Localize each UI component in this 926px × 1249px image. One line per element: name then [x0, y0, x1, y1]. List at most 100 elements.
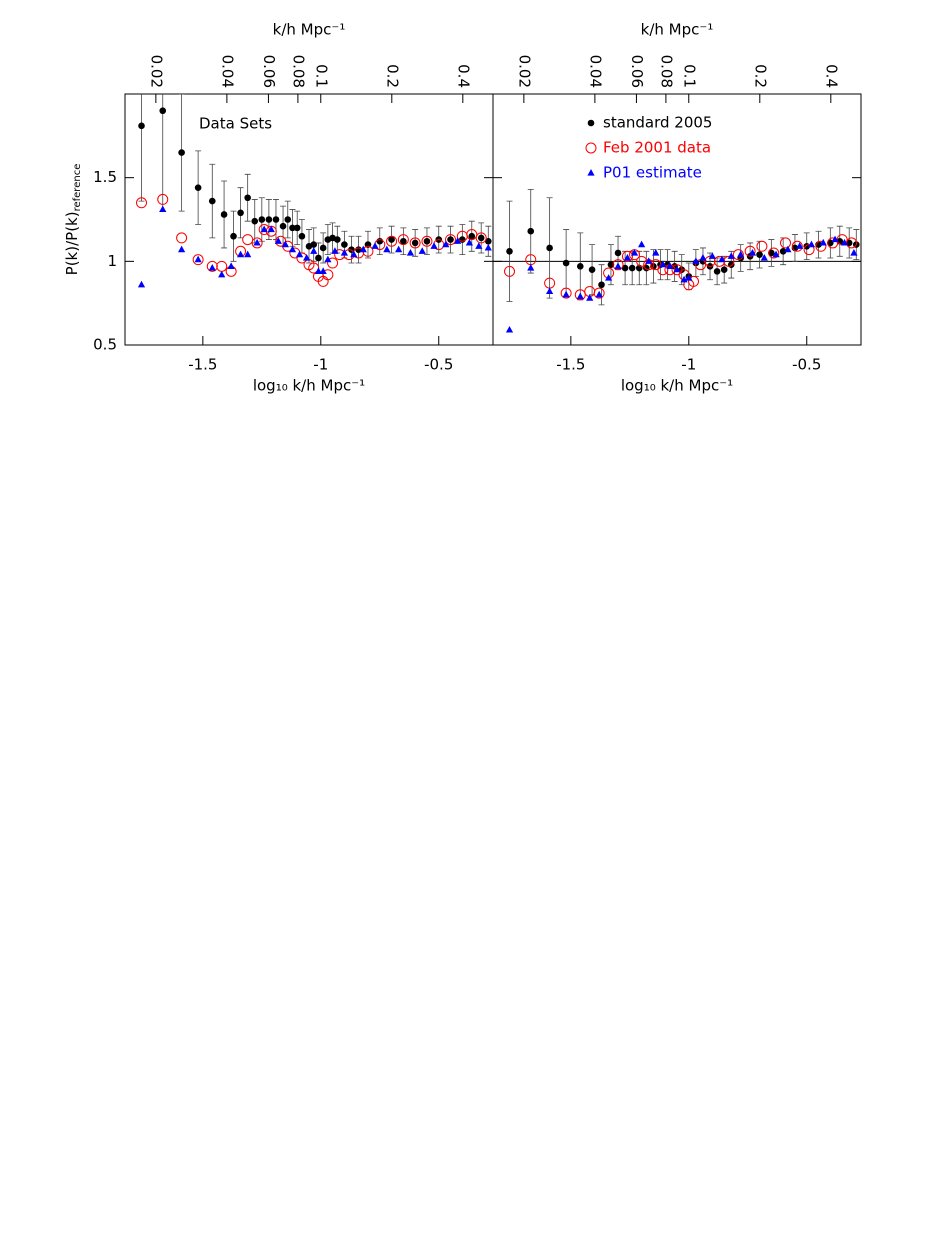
y-tick-label: 1.5 [93, 168, 117, 186]
point [692, 257, 700, 264]
point [220, 211, 228, 218]
point [827, 237, 839, 249]
point [576, 263, 584, 270]
point [258, 216, 266, 223]
point [645, 257, 653, 264]
x2-tick-label: 0.08 [657, 55, 675, 88]
point [376, 237, 384, 245]
x2-tick-label: 0.06 [260, 55, 278, 88]
point [630, 248, 639, 256]
point [192, 254, 204, 266]
plot-frame [124, 93, 494, 346]
point [178, 245, 186, 253]
point [284, 216, 292, 223]
point [652, 248, 660, 256]
point [595, 290, 603, 298]
point [732, 249, 744, 261]
point [713, 268, 721, 275]
x2-tick-label: 0.1 [680, 64, 698, 88]
point [546, 287, 554, 295]
point [267, 225, 275, 233]
point [604, 274, 613, 281]
x2-tick-label: 0.04 [586, 55, 604, 88]
point [562, 290, 570, 298]
point [418, 247, 426, 254]
legend-label: P01 estimate [603, 164, 702, 182]
point [237, 209, 244, 217]
point [768, 249, 775, 257]
point [718, 255, 726, 263]
point [760, 253, 768, 261]
y-axis-title-sub: reference [72, 164, 83, 212]
point [546, 244, 553, 252]
point [803, 244, 815, 256]
point [468, 232, 476, 240]
x2-tick-label: 0.02 [147, 55, 165, 88]
y-tick-label: 0.5 [93, 336, 117, 354]
point [383, 245, 391, 253]
x-tick-label: -0.5 [792, 356, 821, 374]
point [527, 264, 535, 271]
point [484, 237, 492, 245]
point [371, 242, 379, 249]
point [178, 149, 185, 156]
point [588, 266, 596, 274]
x-tick-label: -1 [681, 356, 696, 374]
point [136, 197, 148, 209]
point [454, 237, 462, 244]
point [253, 238, 261, 246]
point [251, 217, 259, 225]
point [260, 225, 268, 233]
point [400, 237, 407, 245]
point [315, 254, 322, 262]
point [720, 266, 728, 274]
point [607, 261, 615, 268]
point [807, 240, 816, 248]
point [628, 264, 636, 272]
x-tick-label: -1.5 [188, 356, 217, 374]
legend-label: standard 2005 [603, 114, 712, 132]
x2-tick-label: 0.02 [515, 55, 533, 88]
x-axis-title: log₁₀ k/h Mpc⁻¹ [621, 377, 733, 395]
point [475, 232, 487, 244]
point [395, 245, 403, 253]
data-layer [504, 188, 860, 333]
point [327, 257, 339, 269]
point [780, 237, 792, 249]
point [137, 280, 146, 288]
figure: -1.5 -1 -0.5 0.5 1 1.5 0.02 0.04 0.06 0.08 0.1 0.2 0… [63, 21, 862, 395]
point [768, 247, 780, 259]
point [593, 287, 605, 299]
point [341, 241, 348, 248]
point [727, 252, 735, 259]
x2-tick-label: 0.08 [289, 55, 307, 88]
point [138, 122, 145, 130]
point [218, 270, 226, 278]
point [477, 234, 485, 242]
point [176, 232, 188, 244]
point [850, 248, 858, 256]
point [598, 281, 605, 289]
point [423, 237, 431, 245]
point [322, 269, 334, 281]
point [748, 248, 757, 256]
x-tick-label: -0.5 [424, 356, 453, 374]
x2-tick-label: 0.1 [312, 64, 330, 88]
point [466, 229, 478, 241]
legend-marker [587, 169, 595, 176]
x-tick-label: -1.5 [556, 356, 585, 374]
point [484, 243, 492, 251]
point [216, 260, 228, 272]
point [744, 245, 756, 257]
point [359, 245, 367, 253]
point [574, 289, 586, 301]
point [194, 255, 202, 263]
point [796, 242, 804, 249]
point [411, 239, 419, 247]
point [737, 250, 745, 258]
point [319, 267, 327, 274]
y-tick-label: 1 [107, 252, 117, 270]
legend-marker [585, 142, 597, 154]
point [506, 247, 513, 255]
point [784, 245, 792, 253]
